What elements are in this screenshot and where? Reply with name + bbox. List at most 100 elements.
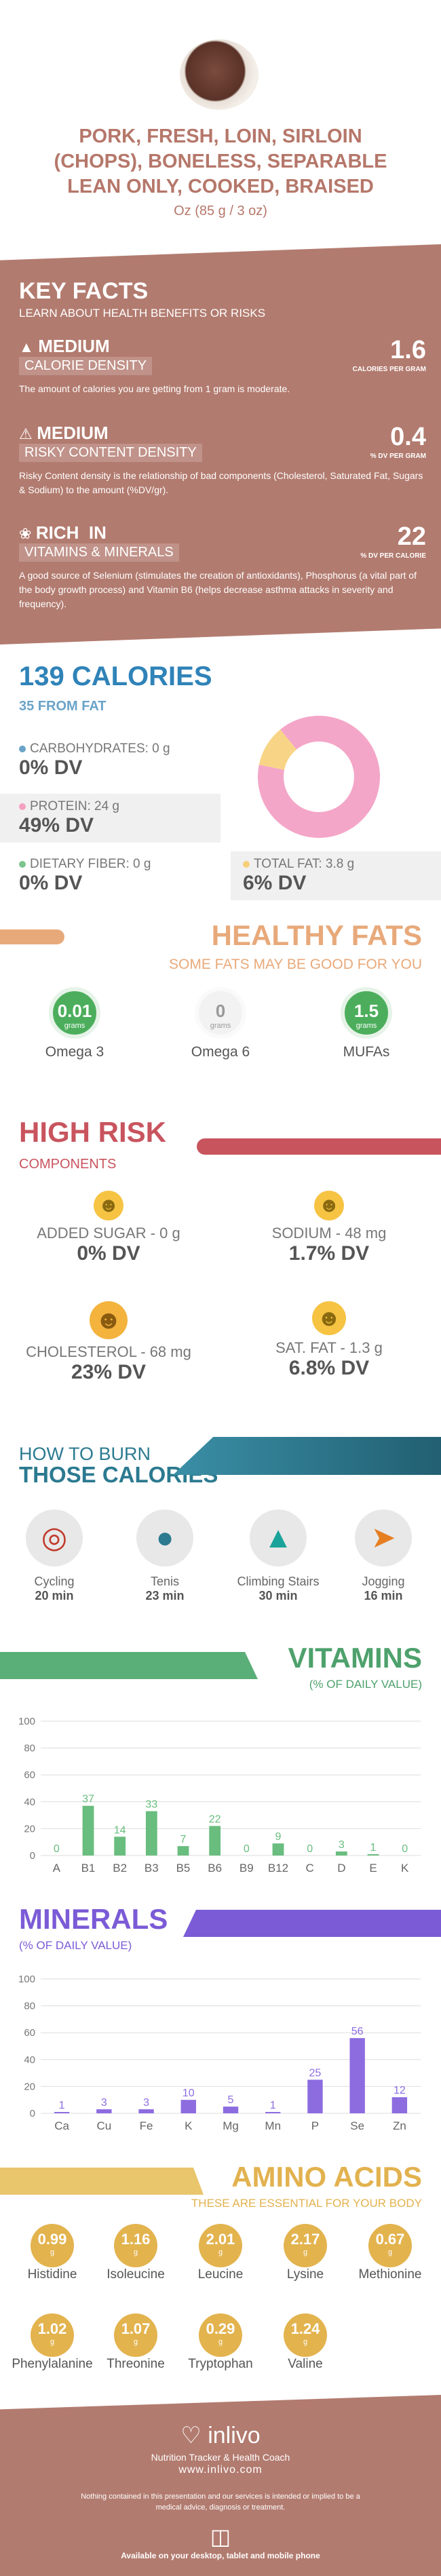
amino-value: 0.99 [37,2231,67,2248]
jogging-icon: ➤ [355,1510,412,1566]
amino-name: Valine [288,2357,323,2371]
key-fact-value: 22 [397,522,426,551]
decor-stripe [0,2168,204,2195]
smiley-icon: ☻ [312,1301,346,1335]
fat-omega-3: 0.01 grams Omega 3 [41,987,109,1060]
food-title: PORK, FRESH, LOIN, SIRLOIN (CHOPS), BONE… [27,124,414,199]
nutrient-name: TOTAL FAT: 3.8 g [254,857,355,871]
y-tick-label: 40 [24,1796,35,1808]
fat-value-circle: 1.5 grams [341,987,392,1039]
calories-donut-chart [258,716,380,838]
burn-jogging: ➤ Jogging 16 min [343,1510,424,1603]
fat-value-circle: 0.01 grams [49,987,100,1039]
vitamin-value-label: 0 [402,1843,408,1855]
mineral-category-label: Mg [223,2119,239,2132]
nutrient-total-fat: TOTAL FAT: 3.8 g 6% DV [231,851,441,900]
amino-item-valine: 1.24 g Valine [261,2313,349,2372]
vitamins-subtitle: (% OF DAILY VALUE) [309,1678,422,1691]
footer: ♡ inlivo Nutrition Tracker & Health Coac… [0,2395,441,2576]
amino-value: 2.17 [290,2231,320,2248]
mineral-bar-cu [96,2109,112,2113]
mineral-category-label: Cu [96,2119,111,2132]
risk-added-sugar: ☻ ADDED SUGAR - 0 g 0% DV [14,1191,204,1265]
key-fact-text: The amount of calories you are getting f… [19,383,290,394]
vitamins-bar-chart: 0204060801000A37B114B233B37B522B60B99B12… [18,1716,421,1875]
nutrient-dv: 0% DV [19,756,83,779]
high-risk-subtitle: COMPONENTS [19,1157,117,1172]
mineral-value-label: 3 [101,2097,107,2109]
title-line-1: PORK, FRESH, LOIN, SIRLOIN [79,126,362,147]
cycling-icon: ◎ [26,1510,83,1566]
serving-size: Oz (85 g / 3 oz) [174,204,267,218]
vitamin-bar-b2 [114,1837,126,1856]
vitamin-category-label: B2 [113,1862,127,1875]
mineral-bar-ca [54,2112,70,2113]
amino-name: Tryptophan [188,2357,253,2371]
fat-omega-6: 0 grams Omega 6 [183,987,258,1060]
tennis-icon: ● [136,1510,193,1566]
mineral-value-label: 25 [309,2068,322,2079]
amino-value-circle: 0.67 g [368,2224,412,2267]
amino-unit: g [50,2248,55,2256]
brand-url[interactable]: www.inlivo.com [178,2464,263,2476]
fat-unit: grams [210,1022,231,1030]
mineral-bar-k [180,2100,196,2113]
brand-logo: ♡ inlivo [0,2422,441,2449]
vitamin-category-label: C [306,1862,314,1875]
fat-unit: grams [356,1022,377,1030]
y-tick-label: 60 [24,2027,35,2039]
vitamin-value-label: 7 [180,1834,187,1845]
vitamin-value-label: 0 [54,1843,60,1855]
fat-mufas: 1.5 grams MUFAs [332,987,400,1060]
y-tick-label: 60 [24,1769,35,1781]
y-tick-label: 40 [24,2054,35,2066]
mineral-category-label: K [185,2119,193,2132]
mineral-category-label: P [311,2119,319,2132]
dot-icon [19,803,26,810]
fat-value: 0 [215,1001,226,1021]
risk-name: SAT. FAT - 1.3 g [275,1339,383,1356]
nutrient-dv: 6% DV [243,872,307,894]
y-tick-label: 20 [24,2081,35,2092]
vitamin-bar-e [367,1854,379,1856]
amino-name: Isoleucine [107,2267,165,2282]
y-tick-label: 100 [18,1974,35,1985]
vitamin-value-label: 33 [145,1799,157,1811]
y-tick-label: 0 [30,1850,35,1862]
fat-name: Omega 3 [45,1044,104,1060]
nutrient-dv: 49% DV [19,814,94,837]
decor-stripe [197,1138,441,1155]
risk-sat-fat: ☻ SAT. FAT - 1.3 g 6.8% DV [234,1301,424,1380]
risk-name: SODIUM - 48 mg [271,1225,387,1242]
minerals-bar-chart: 0 20 40 60 80 100 1 Ca 3 Cu 3 Fe 10 K 5 Mg 1 Mn 25 P 56 Se 12 Z… [18,1974,421,2132]
vitamin-value-label: 0 [307,1843,313,1855]
brand-name: inlivo [208,2423,261,2448]
risk-dv: 0% DV [77,1242,140,1265]
burn-time: 20 min [35,1589,74,1602]
vitamin-bar-b5 [177,1846,189,1856]
mineral-category-label: Se [350,2119,364,2132]
amino-item-phenylalanine: 1.02 g Phenylalanine [8,2313,96,2372]
y-tick-label: 0 [30,2108,35,2119]
calories-title: 139 CALORIES [19,661,212,691]
dot-icon [243,861,250,868]
vitamin-value-label: 0 [244,1843,250,1855]
risk-name: CHOLESTEROL - 68 mg [26,1343,191,1360]
healthy-fats-subtitle: SOME FATS MAY BE GOOD FOR YOU [168,957,422,972]
amino-value-circle: 1.07 g [114,2313,157,2357]
amino-item-threonine: 1.07 g Threonine [92,2313,180,2372]
high-risk-title: HIGH RISK [19,1116,167,1148]
smiley-icon: ☻ [94,1191,123,1220]
mineral-bar-mn [265,2112,281,2113]
calories-subtitle: 35 FROM FAT [19,699,107,714]
dot-icon [19,861,26,868]
burn-stairs: ▲ Climbing Stairs 30 min [227,1510,329,1603]
fat-unit: grams [64,1022,85,1030]
amino-unit: g [50,2338,55,2346]
decor-stripe [0,929,64,944]
vitamin-category-label: E [369,1862,377,1875]
burn-cycling: ◎ Cycling 20 min [14,1510,95,1603]
risk-name: ADDED SUGAR - 0 g [37,1225,180,1242]
nutrient-fiber: DIETARY FIBER: 0 g 0% DV [14,851,217,900]
amino-unit: g [387,2248,393,2256]
